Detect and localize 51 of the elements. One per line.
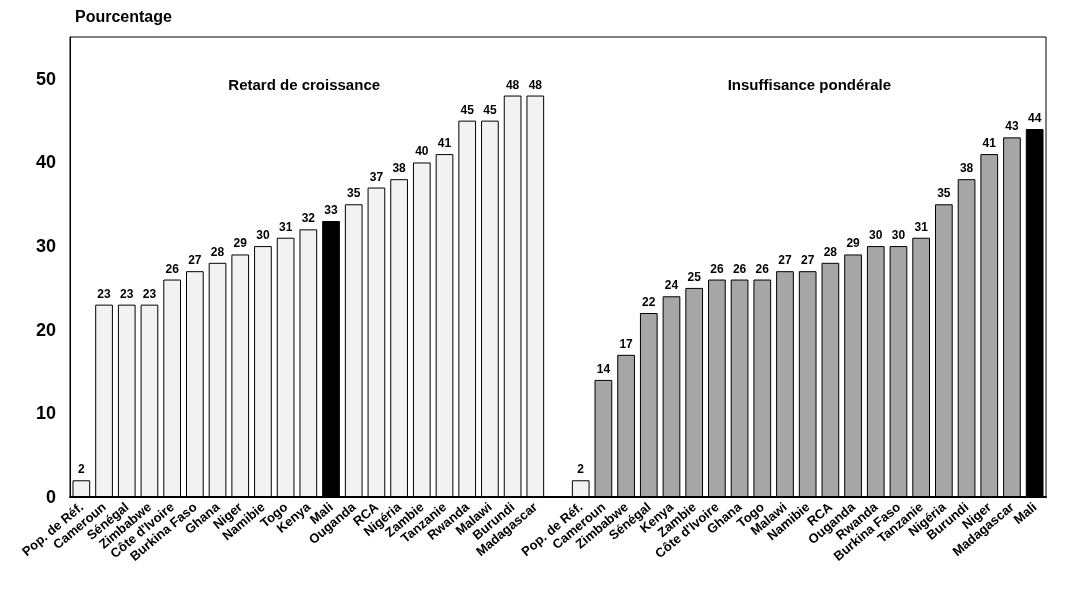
data-label: 26 — [755, 261, 770, 276]
data-label: 37 — [369, 169, 384, 184]
data-label: 23 — [120, 286, 134, 301]
data-label: 32 — [301, 211, 316, 226]
data-label: 31 — [278, 219, 293, 234]
data-label: 35 — [347, 186, 361, 201]
data-label: 28 — [823, 244, 838, 259]
data-label: 25 — [687, 269, 702, 284]
data-label: 23 — [97, 286, 112, 301]
data-label: 40 — [415, 144, 429, 159]
data-label: 23 — [142, 286, 157, 301]
y-tick-label: 10 — [35, 403, 56, 424]
data-label: 45 — [460, 102, 475, 117]
y-tick-label: 40 — [35, 152, 56, 173]
data-label: 35 — [937, 186, 951, 201]
y-axis-title: Pourcentage — [75, 7, 173, 25]
data-label: 44 — [1027, 111, 1042, 125]
data-label: 29 — [846, 236, 861, 251]
data-label: 24 — [664, 278, 679, 293]
data-label: 28 — [210, 244, 225, 259]
data-label: 38 — [392, 161, 407, 176]
data-label: 22 — [642, 295, 656, 309]
data-label: 43 — [1005, 119, 1019, 134]
y-tick-label: 50 — [35, 68, 56, 89]
annotation: Insuffisance pondérale — [727, 76, 892, 93]
data-label: 2 — [577, 462, 585, 477]
data-label: 41 — [982, 136, 997, 151]
data-label: 31 — [914, 219, 929, 234]
data-label: 27 — [778, 253, 792, 268]
data-label: 26 — [732, 261, 747, 276]
data-label: 48 — [505, 77, 520, 92]
data-label: 45 — [483, 102, 497, 117]
y-tick-label: 0 — [45, 487, 56, 507]
data-label: 27 — [800, 253, 815, 268]
y-tick-label: 30 — [35, 236, 56, 257]
data-label: 30 — [256, 228, 270, 243]
data-label: 30 — [869, 228, 883, 243]
annotation: Retard de croissance — [228, 76, 381, 93]
data-label: 27 — [188, 253, 202, 268]
data-label: 30 — [891, 228, 906, 243]
data-label: 26 — [710, 261, 724, 276]
data-label: 38 — [959, 161, 974, 176]
data-label: 14 — [596, 361, 611, 376]
data-label: 17 — [619, 336, 634, 351]
y-tick-label: 20 — [35, 319, 56, 340]
data-label: 41 — [437, 136, 452, 151]
data-label: 26 — [165, 261, 180, 276]
data-label: 2 — [78, 462, 86, 477]
data-label: 33 — [324, 203, 339, 217]
data-label: 29 — [233, 236, 248, 251]
data-label: 48 — [528, 77, 543, 92]
